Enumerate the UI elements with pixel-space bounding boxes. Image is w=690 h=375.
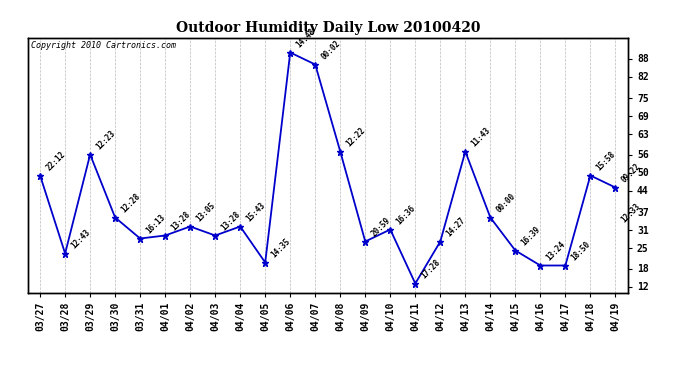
Text: 16:36: 16:36	[395, 204, 417, 227]
Text: 09:22: 09:22	[620, 162, 642, 185]
Text: 14:35: 14:35	[269, 237, 292, 260]
Text: 17:28: 17:28	[420, 258, 442, 281]
Text: 13:24: 13:24	[544, 240, 567, 263]
Text: 12:23: 12:23	[95, 129, 117, 152]
Text: 13:28: 13:28	[219, 210, 242, 233]
Title: Outdoor Humidity Daily Low 20100420: Outdoor Humidity Daily Low 20100420	[175, 21, 480, 35]
Text: 15:58: 15:58	[595, 150, 618, 173]
Text: 20:59: 20:59	[369, 216, 392, 239]
Text: 16:13: 16:13	[144, 213, 167, 236]
Text: 12:33: 12:33	[620, 201, 642, 224]
Text: 11:43: 11:43	[469, 126, 492, 149]
Text: 12:43: 12:43	[69, 228, 92, 251]
Text: 15:43: 15:43	[244, 201, 267, 224]
Text: 13:28: 13:28	[169, 210, 192, 233]
Text: 18:50: 18:50	[569, 240, 592, 263]
Text: 22:12: 22:12	[44, 150, 67, 173]
Text: 14:48: 14:48	[295, 27, 317, 50]
Text: 13:05: 13:05	[195, 201, 217, 224]
Text: 00:02: 00:02	[319, 39, 342, 62]
Text: 16:39: 16:39	[520, 225, 542, 248]
Text: Copyright 2010 Cartronics.com: Copyright 2010 Cartronics.com	[30, 41, 175, 50]
Text: 12:28: 12:28	[119, 192, 142, 215]
Text: 14:27: 14:27	[444, 216, 467, 239]
Text: 12:22: 12:22	[344, 126, 367, 149]
Text: 00:00: 00:00	[495, 192, 518, 215]
